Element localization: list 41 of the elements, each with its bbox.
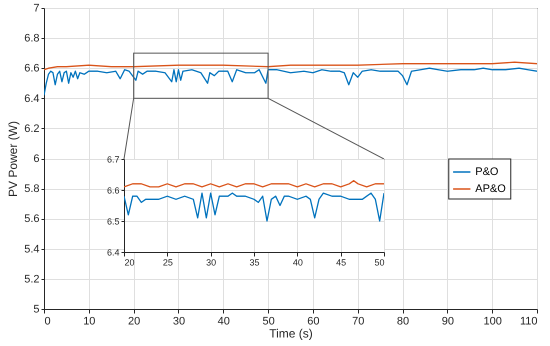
legend-label: AP&O xyxy=(475,183,506,195)
y-tick-label: 5 xyxy=(33,304,40,316)
line-series xyxy=(44,68,537,96)
x-tick-label: 100 xyxy=(484,316,502,328)
line-series xyxy=(44,62,537,70)
legend-label: P&O xyxy=(475,166,499,178)
y-tick-label: 6.6 xyxy=(106,186,120,196)
x-tick-label: 25 xyxy=(162,258,173,268)
y-tick-label: 6.8 xyxy=(24,32,40,45)
y-tick-label: 6.4 xyxy=(24,92,40,105)
x-tick-label: 40 xyxy=(218,316,230,328)
line-series xyxy=(124,192,384,222)
y-tick-label: 6.5 xyxy=(106,216,120,226)
y-axis-title: PV Power (W) xyxy=(6,120,20,198)
y-tick-label: 5.6 xyxy=(24,213,40,226)
x-tick-label: 30 xyxy=(206,258,216,268)
x-tick-label: 10 xyxy=(83,316,96,328)
y-tick-label: 5.8 xyxy=(24,183,40,196)
x-tick-label: 30 xyxy=(172,316,186,328)
y-tick-label: 7 xyxy=(33,2,40,14)
y-tick-label: 6.4 xyxy=(106,248,120,258)
y-tick-label: 6.6 xyxy=(24,62,40,75)
y-tick-label: 5.4 xyxy=(24,243,40,256)
x-tick-label: 40 xyxy=(292,258,303,268)
x-tick-label: 80 xyxy=(396,316,410,328)
x-tick-label: 70 xyxy=(352,316,364,328)
x-axis-title: Time (s) xyxy=(269,326,313,340)
y-tick-label: 6 xyxy=(33,153,40,165)
x-tick-label: 60 xyxy=(307,316,320,328)
x-tick-label: 20 xyxy=(128,316,140,328)
y-tick-label: 5.2 xyxy=(24,273,40,286)
x-tick-label: 50 xyxy=(262,316,275,328)
x-tick-label: 0 xyxy=(44,316,51,328)
y-tick-label: 6.2 xyxy=(24,122,40,135)
x-tick-label: 45 xyxy=(336,258,346,268)
x-tick-label: 50 xyxy=(374,258,384,268)
x-tick-label: 35 xyxy=(249,258,260,268)
x-tick-label: 20 xyxy=(124,258,135,268)
y-tick-label: 6.7 xyxy=(106,154,120,164)
x-tick-label: 110 xyxy=(520,316,538,328)
x-tick-label: 90 xyxy=(442,316,454,328)
